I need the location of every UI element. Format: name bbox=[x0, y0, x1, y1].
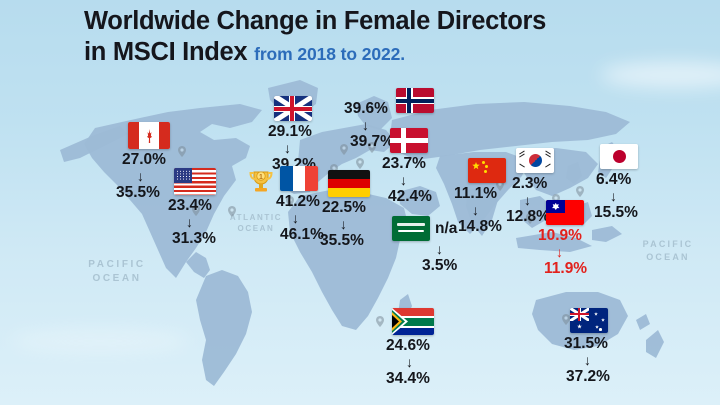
location-pin-icon bbox=[356, 158, 364, 169]
germany-value-to: 35.5% bbox=[320, 232, 364, 249]
australia-value-to: 37.2% bbox=[566, 368, 610, 385]
title-subtitle: from 2018 to 2022. bbox=[254, 44, 406, 64]
location-pin-icon bbox=[526, 213, 534, 224]
location-pin-icon bbox=[340, 144, 348, 155]
country-denmark[interactable]: 23.7% ↓ 42.4% bbox=[382, 128, 432, 206]
canada-value-to: 35.5% bbox=[116, 184, 160, 201]
france-flag bbox=[280, 166, 318, 191]
denmark-arrow-icon: ↓ bbox=[400, 172, 407, 188]
china-arrow-icon: ↓ bbox=[472, 202, 479, 218]
svg-text:1: 1 bbox=[259, 174, 263, 181]
japan-value-to: 15.5% bbox=[594, 204, 638, 221]
china-value-to: 14.8% bbox=[458, 218, 502, 235]
taiwan-value-to: 11.9% bbox=[544, 260, 588, 277]
canada-arrow-icon: ↓ bbox=[137, 168, 144, 184]
china-value-from: 11.1% bbox=[454, 185, 498, 202]
page-title: Worldwide Change in Female Directors in … bbox=[84, 6, 546, 70]
norway-flag bbox=[395, 88, 434, 113]
south-africa-value-from: 24.6% bbox=[386, 337, 430, 354]
germany-arrow-icon: ↓ bbox=[340, 216, 347, 232]
china-flag bbox=[468, 158, 506, 183]
location-pin-icon bbox=[368, 142, 376, 153]
usa-flag bbox=[174, 168, 216, 195]
location-pin-icon bbox=[192, 205, 200, 216]
location-pin-icon bbox=[286, 196, 294, 207]
france-value-to: 46.1% bbox=[280, 226, 324, 243]
france-value-from: 41.2% bbox=[276, 193, 320, 210]
country-japan[interactable]: 6.4% ↓ 15.5% bbox=[594, 144, 638, 222]
germany-flag bbox=[328, 170, 370, 197]
trophy-rank-icon: 1 bbox=[248, 168, 274, 199]
saudi-value-from: n/a bbox=[435, 219, 458, 237]
canada-flag bbox=[128, 122, 170, 149]
saudi-value-to: 3.5% bbox=[422, 257, 458, 274]
usa-value-from: 23.4% bbox=[168, 197, 212, 214]
south-africa-flag bbox=[392, 308, 434, 335]
saudi-arabia-flag bbox=[392, 216, 430, 241]
south-korea-flag bbox=[516, 148, 554, 173]
australia-arrow-icon: ↓ bbox=[584, 352, 591, 368]
location-pin-icon bbox=[576, 186, 584, 197]
country-germany[interactable]: 22.5% ↓ 35.5% bbox=[320, 170, 370, 250]
country-china[interactable]: 11.1% ↓ 14.8% bbox=[454, 158, 506, 236]
japan-flag bbox=[600, 144, 638, 169]
denmark-value-to: 42.4% bbox=[388, 188, 432, 205]
japan-value-from: 6.4% bbox=[596, 171, 632, 188]
location-pin-icon bbox=[178, 146, 186, 157]
norway-arrow-icon: ↓ bbox=[362, 117, 369, 133]
usa-arrow-icon: ↓ bbox=[186, 214, 193, 230]
title-line-1: Worldwide Change in Female Directors bbox=[84, 7, 546, 35]
korea-arrow-icon: ↓ bbox=[524, 192, 531, 208]
taiwan-value-from: 10.9% bbox=[538, 227, 582, 244]
south-africa-arrow-icon: ↓ bbox=[406, 354, 413, 370]
country-canada[interactable]: 27.0% ↓ 35.5% bbox=[116, 122, 170, 202]
uk-arrow-icon: ↓ bbox=[284, 140, 291, 156]
location-pin-icon bbox=[228, 206, 236, 217]
norway-value-to: 39.7% bbox=[350, 133, 394, 150]
country-norway[interactable]: 39.6% ↓ 39.7% bbox=[344, 88, 434, 151]
korea-value-from: 2.3% bbox=[512, 175, 548, 192]
country-saudi-arabia[interactable]: n/a ↓ 3.5% bbox=[392, 216, 457, 275]
denmark-value-from: 23.7% bbox=[382, 155, 426, 172]
country-south-korea[interactable]: 2.3% ↓ 12.8% bbox=[506, 148, 554, 226]
uk-flag bbox=[274, 96, 312, 121]
country-south-africa[interactable]: 24.6% ↓ 34.4% bbox=[386, 308, 434, 388]
usa-value-to: 31.3% bbox=[172, 230, 216, 247]
taiwan-arrow-icon: ↓ bbox=[556, 244, 563, 260]
country-united-states[interactable]: 23.4% ↓ 31.3% bbox=[168, 168, 216, 248]
uk-value-from: 29.1% bbox=[268, 123, 312, 140]
country-australia[interactable]: 31.5% ↓ 37.2% bbox=[564, 308, 610, 386]
country-france[interactable]: 41.2% ↓ 46.1% bbox=[276, 166, 324, 244]
country-taiwan[interactable]: 10.9% ↓ 11.9% bbox=[538, 200, 588, 278]
denmark-flag bbox=[390, 128, 428, 153]
norway-value-from: 39.6% bbox=[344, 100, 388, 117]
location-pin-icon bbox=[562, 314, 570, 325]
saudi-arrow-icon: ↓ bbox=[436, 241, 443, 257]
location-pin-icon bbox=[376, 316, 384, 327]
country-united-kingdom[interactable]: 29.1% ↓ 39.2% bbox=[268, 96, 316, 174]
australia-flag bbox=[570, 308, 608, 333]
canada-value-from: 27.0% bbox=[122, 151, 166, 168]
korea-value-to: 12.8% bbox=[506, 208, 550, 225]
title-line-2-main: in MSCI Index bbox=[84, 38, 248, 66]
germany-value-from: 22.5% bbox=[322, 199, 366, 216]
taiwan-flag bbox=[546, 200, 584, 225]
australia-value-from: 31.5% bbox=[564, 335, 608, 352]
japan-arrow-icon: ↓ bbox=[610, 188, 617, 204]
title-line-2: in MSCI Index from 2018 to 2022. bbox=[84, 37, 546, 70]
south-africa-value-to: 34.4% bbox=[386, 370, 430, 387]
france-arrow-icon: ↓ bbox=[292, 210, 299, 226]
